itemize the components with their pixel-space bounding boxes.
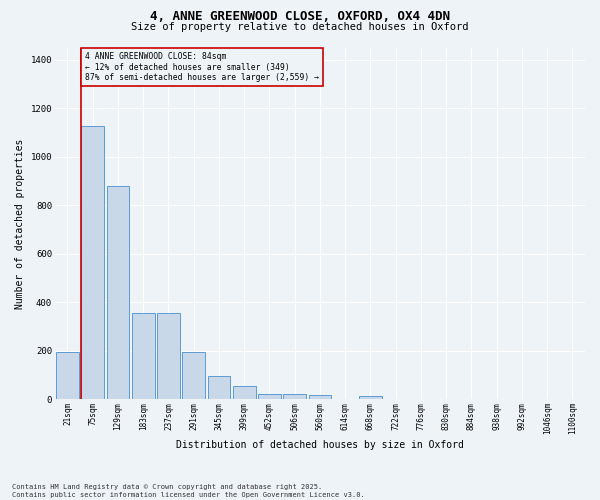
Bar xyxy=(182,352,205,400)
Bar xyxy=(132,313,155,400)
Bar xyxy=(233,386,256,400)
Text: 4, ANNE GREENWOOD CLOSE, OXFORD, OX4 4DN: 4, ANNE GREENWOOD CLOSE, OXFORD, OX4 4DN xyxy=(150,10,450,23)
Bar xyxy=(56,352,79,400)
X-axis label: Distribution of detached houses by size in Oxford: Distribution of detached houses by size … xyxy=(176,440,464,450)
Bar xyxy=(157,313,180,400)
Text: 4 ANNE GREENWOOD CLOSE: 84sqm
← 12% of detached houses are smaller (349)
87% of : 4 ANNE GREENWOOD CLOSE: 84sqm ← 12% of d… xyxy=(85,52,319,82)
Bar xyxy=(107,186,130,400)
Bar xyxy=(258,394,281,400)
Y-axis label: Number of detached properties: Number of detached properties xyxy=(15,138,25,308)
Bar xyxy=(283,394,306,400)
Bar xyxy=(359,396,382,400)
Bar xyxy=(82,126,104,400)
Text: Contains HM Land Registry data © Crown copyright and database right 2025.
Contai: Contains HM Land Registry data © Crown c… xyxy=(12,484,365,498)
Bar xyxy=(208,376,230,400)
Bar xyxy=(308,395,331,400)
Text: Size of property relative to detached houses in Oxford: Size of property relative to detached ho… xyxy=(131,22,469,32)
